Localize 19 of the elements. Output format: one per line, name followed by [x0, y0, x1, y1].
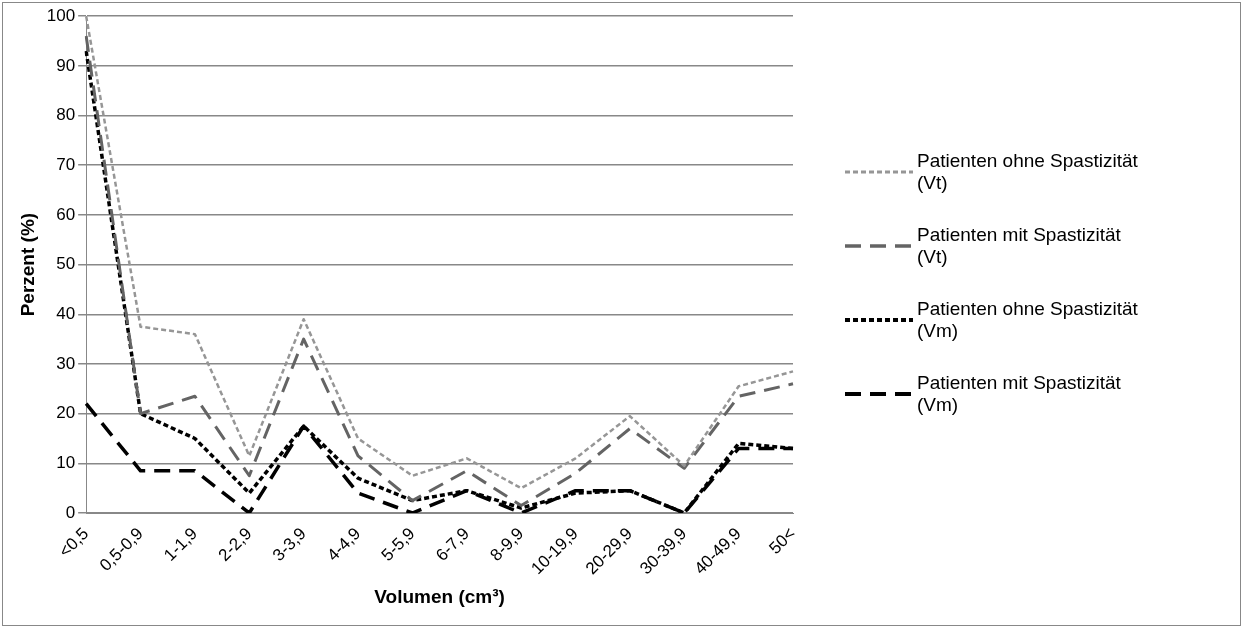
y-tick-label: 60 — [56, 204, 76, 224]
y-tick-label: 30 — [56, 353, 76, 373]
y-tick-label: 10 — [56, 453, 76, 473]
legend-label: Patienten mit Spastizität (Vt) — [917, 224, 1122, 268]
y-tick-label: 0 — [65, 502, 76, 522]
x-tick-label: 50< — [765, 523, 800, 558]
legend-label: Patienten ohne Spastizität (Vt) — [917, 150, 1139, 194]
y-tick-label: 70 — [56, 154, 76, 174]
y-tick-label: 20 — [56, 403, 76, 423]
y-tick-label: 100 — [46, 5, 76, 25]
x-axis-title: Volumen (cm³) — [374, 585, 505, 607]
x-tick-label: <0,5 — [55, 523, 93, 562]
legend-label: Patienten ohne Spastizität (Vm) — [917, 298, 1139, 342]
y-axis-title: Perzent (%) — [16, 212, 38, 317]
y-tick-label: 90 — [56, 55, 76, 75]
legend-label: Patienten mit Spastizität (Vm) — [917, 372, 1122, 416]
y-tick-label: 40 — [56, 303, 76, 323]
y-tick-label: 80 — [56, 105, 76, 125]
y-tick-label: 50 — [56, 254, 76, 274]
